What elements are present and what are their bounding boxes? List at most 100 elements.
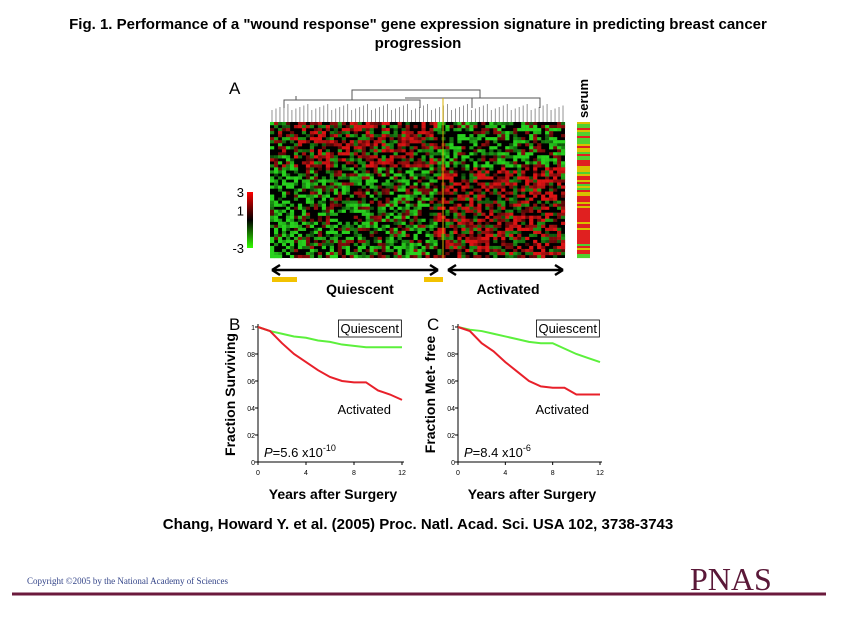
- heatmap-cell: [429, 149, 434, 153]
- heatmap-cell: [357, 140, 362, 144]
- heatmap-cell: [373, 218, 378, 222]
- heatmap-cell: [485, 140, 490, 144]
- heatmap-cell: [365, 224, 370, 228]
- heatmap-cell: [321, 125, 327, 129]
- heatmap-cell: [457, 140, 462, 144]
- heatmap-cell: [361, 143, 366, 147]
- serum-cell: [577, 156, 590, 159]
- heatmap-cell: [493, 215, 498, 219]
- heatmap-cell: [493, 218, 498, 222]
- heatmap-cell: [329, 251, 334, 256]
- heatmap-cell: [389, 149, 394, 153]
- heatmap-cell: [549, 167, 554, 171]
- heatmap-cell: [497, 206, 502, 210]
- heatmap-cell: [429, 164, 434, 168]
- heatmap-cell: [517, 188, 522, 192]
- heatmap-cell: [293, 224, 299, 228]
- heatmap-cell: [365, 221, 370, 225]
- heatmap-cell: [405, 170, 410, 174]
- heatmap-cell: [270, 179, 275, 183]
- heatmap-cell: [353, 179, 358, 183]
- heatmap-cell: [553, 137, 558, 141]
- heatmap-cell: [561, 239, 566, 244]
- heatmap-cell: [409, 212, 414, 216]
- heatmap-cell: [485, 173, 490, 177]
- heatmap-cell: [481, 134, 486, 138]
- heatmap-cell: [505, 134, 510, 138]
- heatmap-cell: [417, 227, 422, 231]
- heatmap-cell: [429, 137, 434, 141]
- heatmap-cell: [517, 218, 522, 222]
- heatmap-cell: [281, 128, 287, 132]
- heatmap-cell: [497, 215, 502, 219]
- heatmap-cell: [425, 224, 430, 228]
- heatmap-cell: [533, 254, 538, 259]
- heatmap-cell: [309, 125, 315, 129]
- heatmap-cell: [333, 191, 338, 195]
- heatmap-cell: [285, 200, 291, 204]
- heatmap-cell: [405, 206, 410, 210]
- heatmap-cell: [469, 230, 474, 235]
- heatmap-cell: [549, 197, 554, 201]
- heatmap-cell: [465, 209, 470, 213]
- heatmap-cell: [301, 122, 307, 126]
- heatmap-cell: [309, 122, 315, 126]
- heatmap-cell: [449, 239, 454, 244]
- heatmap-cell: [270, 146, 275, 150]
- heatmap-cell: [381, 122, 386, 126]
- heatmap-cell: [365, 137, 370, 141]
- heatmap-cell: [397, 125, 402, 129]
- heatmap-cell: [441, 236, 446, 241]
- heatmap-cell: [341, 140, 346, 144]
- heatmap-cell: [397, 230, 402, 235]
- heatmap-cell: [525, 125, 530, 129]
- heatmap-cell: [545, 239, 550, 244]
- y-tick-label: 06: [247, 379, 255, 386]
- heatmap-cell: [501, 176, 506, 180]
- heatmap-cell: [337, 158, 342, 162]
- heatmap-cell: [277, 197, 283, 201]
- heatmap-cell: [317, 194, 323, 198]
- heatmap-cell: [293, 134, 299, 138]
- heatmap-cell: [321, 155, 327, 159]
- heatmap-cell: [493, 182, 498, 186]
- heatmap-cell: [373, 221, 378, 225]
- p-value: P=8.4 x10-6: [464, 443, 531, 460]
- heatmap-cell: [277, 188, 283, 192]
- heatmap-cell: [525, 203, 530, 207]
- heatmap-cell: [449, 125, 454, 129]
- heatmap-cell: [405, 197, 410, 201]
- heatmap-cell: [409, 224, 414, 228]
- heatmap-cell: [441, 227, 446, 231]
- heatmap-cell: [513, 182, 518, 186]
- heatmap-cell: [541, 158, 546, 162]
- heatmap-cell: [405, 164, 410, 168]
- heatmap-cell: [541, 212, 546, 216]
- heatmap-cell: [477, 230, 482, 235]
- heatmap-cell: [349, 254, 354, 259]
- heatmap-cell: [317, 131, 323, 135]
- group-label: Quiescent: [326, 281, 394, 297]
- heatmap-cell: [501, 215, 506, 219]
- heatmap-cell: [409, 149, 414, 153]
- heatmap-cell: [281, 239, 287, 244]
- heatmap-cell: [285, 176, 291, 180]
- heatmap-cell: [457, 197, 462, 201]
- heatmap-cell: [289, 242, 295, 247]
- heatmap-cell: [405, 188, 410, 192]
- serum-cell: [577, 194, 590, 197]
- heatmap-cell: [473, 152, 478, 156]
- heatmap-cell: [541, 179, 546, 183]
- heatmap-cell: [493, 122, 498, 126]
- heatmap-cell: [309, 200, 315, 204]
- heatmap-cell: [377, 134, 382, 138]
- heatmap-cell: [333, 185, 338, 189]
- heatmap-cell: [389, 176, 394, 180]
- heatmap-cell: [421, 218, 426, 222]
- heatmap-cell: [385, 158, 390, 162]
- heatmap-cell: [381, 248, 386, 253]
- heatmap-cell: [413, 251, 418, 256]
- heatmap-cell: [289, 221, 295, 225]
- series-label-box: [338, 319, 402, 338]
- heatmap-cell: [453, 245, 458, 250]
